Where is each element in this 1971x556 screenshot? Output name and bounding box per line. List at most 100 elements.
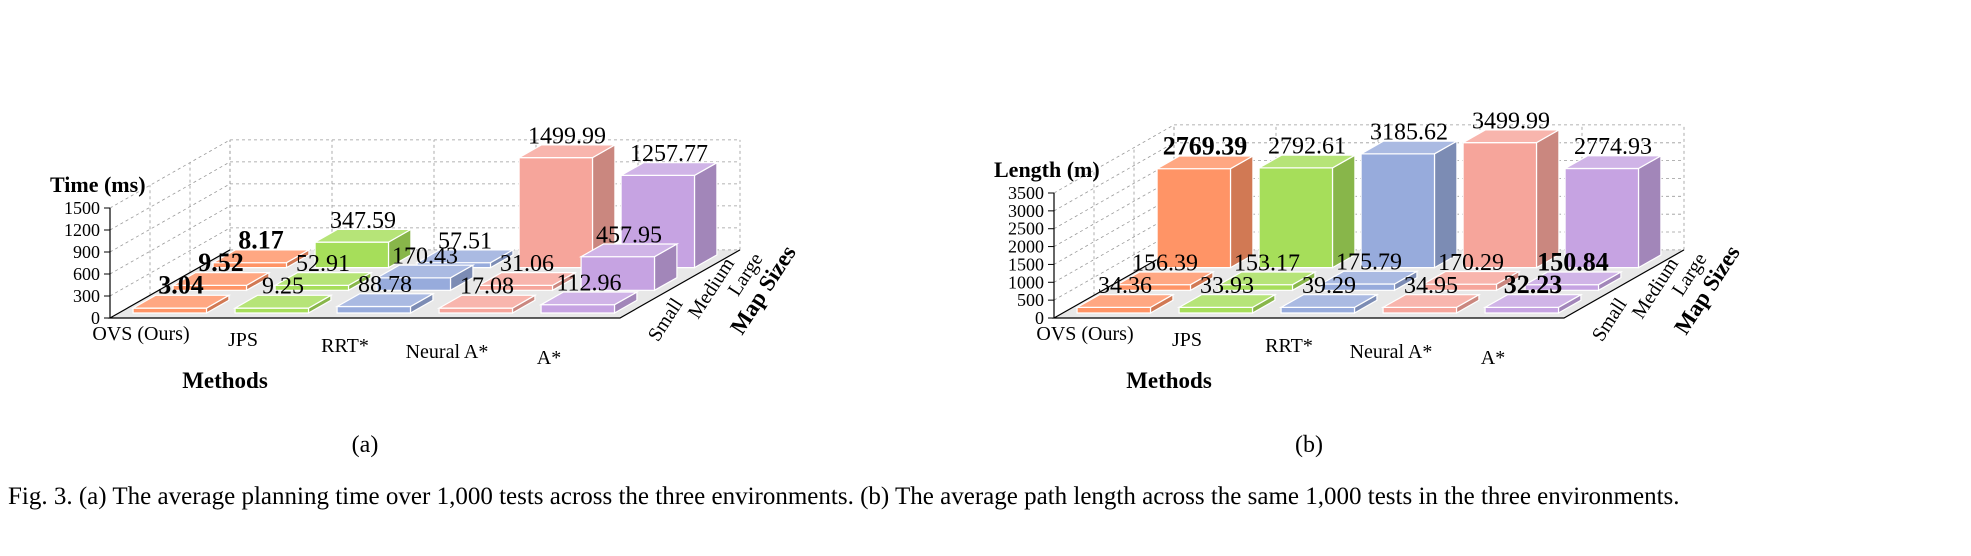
bar-value-label: 31.06 xyxy=(500,251,554,277)
method-tick-label: A* xyxy=(1481,347,1505,369)
bar-jps-large xyxy=(1256,154,1358,269)
bar-value-label: 2769.39 xyxy=(1163,131,1248,160)
bar-ovs-ours-small xyxy=(1074,293,1176,315)
bar-top xyxy=(618,162,720,176)
z-tick-label: 900 xyxy=(73,242,100,262)
bar-neural-a-small xyxy=(436,294,538,315)
bar-top xyxy=(1420,270,1522,285)
bar-front xyxy=(132,307,208,314)
bar-top xyxy=(1562,155,1664,170)
bar-top xyxy=(1176,294,1278,308)
bar-top xyxy=(1318,270,1420,285)
z-tick-label: 600 xyxy=(73,264,100,284)
bar-value-label: 175.79 xyxy=(1336,250,1402,276)
bar-front xyxy=(438,307,514,314)
bar-value-label: 112.96 xyxy=(556,270,621,296)
bar-top xyxy=(1358,140,1460,155)
bar-value-label: 39.29 xyxy=(1302,273,1356,299)
bar-top xyxy=(334,293,436,308)
bar-jps-medium xyxy=(272,271,374,292)
z-tick-label: 1500 xyxy=(1008,254,1044,274)
bar-rrt-small xyxy=(1278,293,1380,315)
bar-top xyxy=(1256,154,1358,169)
bar-rrt-medium xyxy=(1318,270,1420,292)
bar-rrt-large xyxy=(1358,140,1460,269)
base-axes xyxy=(1051,249,1685,319)
bar-value-label: 170.29 xyxy=(1438,250,1504,276)
x-axis-title: Methods xyxy=(1126,368,1212,393)
bar-front xyxy=(1076,306,1152,314)
bar-value-label: 170.43 xyxy=(392,243,458,269)
panel-label: (a) xyxy=(352,432,379,458)
bar-ovs-ours-medium xyxy=(170,271,272,292)
method-tick-label: OVS (Ours) xyxy=(92,323,189,345)
bar-value-label: 156.39 xyxy=(1132,250,1198,276)
map-size-tick-label: Small xyxy=(644,294,688,345)
bar-value-label: 9.25 xyxy=(262,274,304,300)
method-tick-label: OVS (Ours) xyxy=(1036,323,1133,345)
bar-value-label: 457.95 xyxy=(596,222,662,248)
bar-value-label: 9.52 xyxy=(198,248,244,277)
bar-front xyxy=(540,304,616,314)
bar-neural-a-large xyxy=(1460,128,1562,269)
bar-value-label: 347.59 xyxy=(330,208,396,234)
bar-top xyxy=(1074,294,1176,308)
bar-a-medium xyxy=(578,242,680,292)
bar-value-label: 1499.99 xyxy=(528,123,606,149)
bar-ovs-ours-large xyxy=(1154,154,1256,269)
bar-top xyxy=(436,294,538,309)
bar-top xyxy=(210,249,312,264)
panel-label: (b) xyxy=(1295,432,1323,458)
bar-side xyxy=(1433,140,1458,269)
bar-front xyxy=(234,307,310,314)
bar-top xyxy=(1154,155,1256,170)
bar-value-label: 3.04 xyxy=(158,271,204,300)
bar-rrt-medium xyxy=(374,264,476,292)
method-tick-label: Neural A* xyxy=(406,341,489,363)
method-tick-label: Neural A* xyxy=(1350,341,1433,363)
bar-top xyxy=(1114,271,1216,286)
z-tick-label: 0 xyxy=(91,308,100,328)
map-size-tick-label: Small xyxy=(1588,294,1632,345)
z-tick-label: 300 xyxy=(73,286,100,306)
bar-value-label: 1257.77 xyxy=(630,141,708,167)
bar-value-label: 2774.93 xyxy=(1574,134,1652,160)
method-tick-label: RRT* xyxy=(1265,335,1313,357)
z-tick-label: 3000 xyxy=(1008,201,1044,221)
bar-top xyxy=(578,243,680,258)
method-tick-label: JPS xyxy=(228,329,258,351)
bar-value-label: 150.84 xyxy=(1537,247,1609,276)
z-tick-label: 1000 xyxy=(1008,272,1044,292)
bar-a-medium xyxy=(1522,270,1624,292)
bar-front xyxy=(1484,306,1560,314)
bar-top xyxy=(1216,271,1318,286)
bar-value-label: 3499.99 xyxy=(1472,108,1550,134)
z-tick-label: 0 xyxy=(1035,308,1044,328)
method-tick-label: RRT* xyxy=(321,335,369,357)
bar-top xyxy=(232,294,334,309)
bar-value-label: 33.93 xyxy=(1200,273,1254,299)
bar-top xyxy=(272,272,374,286)
bar-front xyxy=(1382,306,1458,314)
bar-top xyxy=(1460,129,1562,144)
bar-ovs-ours-large xyxy=(210,248,312,269)
bar-top xyxy=(374,264,476,279)
bar-jps-small xyxy=(1176,293,1278,315)
bar-value-label: 8.17 xyxy=(238,225,284,254)
z-axis-title: Length (m) xyxy=(994,157,1100,182)
z-axis-title: Time (ms) xyxy=(50,172,146,197)
bar-neural-a-small xyxy=(1380,293,1482,315)
bar-top xyxy=(130,294,232,309)
bar-value-label: 17.08 xyxy=(460,274,514,300)
bar-neural-a-medium xyxy=(476,271,578,292)
bar-value-label: 2792.61 xyxy=(1268,134,1346,160)
x-axis-title: Methods xyxy=(182,368,268,393)
bar-a-large xyxy=(1562,154,1664,269)
bar-top xyxy=(312,228,414,243)
bar-value-label: 3185.62 xyxy=(1370,119,1448,145)
bar-ovs-ours-small xyxy=(130,294,232,315)
bar-rrt-small xyxy=(334,292,436,315)
bar-front xyxy=(1178,306,1254,314)
bar-value-label: 34.95 xyxy=(1404,273,1458,299)
bar-side xyxy=(693,161,718,269)
